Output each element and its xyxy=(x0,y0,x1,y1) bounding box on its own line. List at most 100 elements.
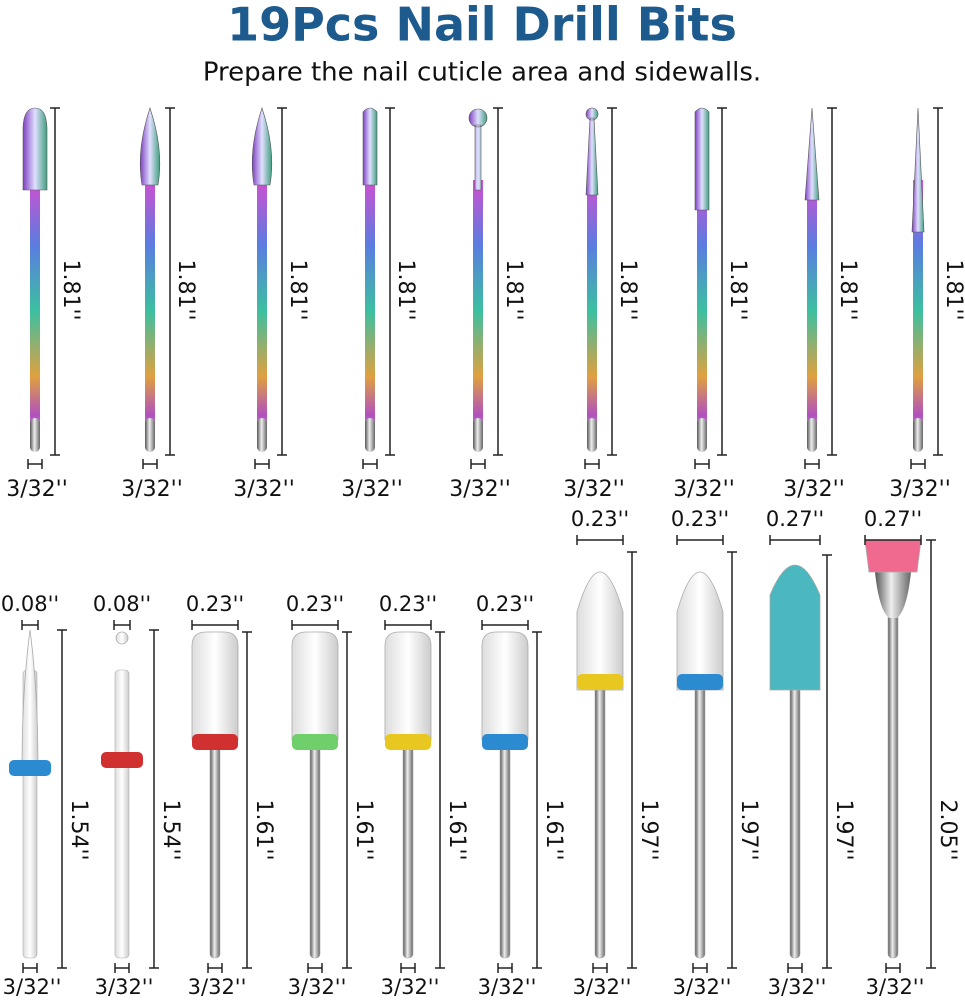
shank-label: 3/32'' xyxy=(381,975,440,999)
bit-head xyxy=(191,631,239,741)
shank-label: 3/32'' xyxy=(673,975,732,999)
bit-shank xyxy=(697,180,707,442)
length-label: 1.97'' xyxy=(636,799,661,860)
bit-head xyxy=(676,571,724,691)
bit-end xyxy=(587,418,597,452)
length-label: 1.81'' xyxy=(501,259,526,320)
bit-end xyxy=(257,418,267,452)
shank-label: 3/32'' xyxy=(188,975,247,999)
shank-label: 3/32'' xyxy=(121,477,183,502)
shank-label: 3/32'' xyxy=(3,975,62,999)
shank-label: 3/32'' xyxy=(341,477,403,502)
bit-shank xyxy=(473,180,483,442)
bit-shank xyxy=(887,579,899,959)
length-label: 1.97'' xyxy=(831,799,856,860)
bit-shank xyxy=(30,180,40,442)
color-ring xyxy=(192,734,238,750)
width-label: 0.23'' xyxy=(476,592,534,616)
width-label: 0.27'' xyxy=(766,507,824,531)
width-label: 0.27'' xyxy=(864,507,922,531)
length-label: 1.81'' xyxy=(58,259,83,320)
shank-label: 3/32'' xyxy=(288,975,347,999)
length-label: 1.81'' xyxy=(285,259,310,320)
bit-head xyxy=(769,564,821,691)
width-label: 0.08'' xyxy=(1,592,59,616)
bit-shank xyxy=(257,180,267,442)
title: 19Pcs Nail Drill Bits xyxy=(227,0,737,52)
length-label: 1.81'' xyxy=(173,259,198,320)
length-label: 1.81'' xyxy=(615,259,640,320)
length-label: 1.54'' xyxy=(158,799,183,860)
width-label: 0.23'' xyxy=(571,507,629,531)
length-label: 1.81'' xyxy=(941,259,965,320)
bit-head xyxy=(291,631,339,741)
shank-label: 3/32'' xyxy=(449,477,511,502)
color-ring xyxy=(101,752,143,768)
bit-head xyxy=(139,107,161,186)
bit-end xyxy=(807,418,817,452)
bit-end xyxy=(30,418,40,452)
bit-head xyxy=(115,631,129,645)
bit-head xyxy=(911,107,925,233)
shank-label: 3/32'' xyxy=(95,975,154,999)
length-label: 1.61'' xyxy=(444,799,469,860)
bit-head xyxy=(21,629,39,771)
bit-head xyxy=(468,108,488,191)
bit-head xyxy=(864,539,922,573)
bit-end xyxy=(697,418,707,452)
bit-head xyxy=(251,107,273,186)
bit-end xyxy=(473,418,483,452)
length-label: 2.05'' xyxy=(935,799,960,860)
color-ring xyxy=(385,734,431,750)
bit-head xyxy=(585,107,599,196)
shank-label: 3/32'' xyxy=(573,975,632,999)
bit-end xyxy=(145,418,155,452)
bit-shank xyxy=(587,180,597,442)
width-label: 0.23'' xyxy=(379,592,437,616)
length-label: 1.81'' xyxy=(393,259,418,320)
bit-head xyxy=(22,107,48,191)
shank-label: 3/32'' xyxy=(783,477,845,502)
bit-head xyxy=(804,107,820,201)
shank-label: 3/32'' xyxy=(673,477,735,502)
shank-label: 3/32'' xyxy=(563,477,625,502)
color-ring xyxy=(9,760,51,776)
color-ring xyxy=(482,734,528,750)
bit-head xyxy=(576,571,624,691)
bit-shank xyxy=(807,180,817,442)
brush-holder xyxy=(875,572,911,618)
bit-shank xyxy=(145,180,155,442)
width-label: 0.08'' xyxy=(93,592,151,616)
shank-label: 3/32'' xyxy=(889,477,951,502)
bit-head xyxy=(362,107,378,186)
color-ring xyxy=(677,674,723,690)
length-label: 1.97'' xyxy=(736,799,761,860)
length-label: 1.81'' xyxy=(835,259,860,320)
bit-shank xyxy=(365,180,375,442)
length-label: 1.81'' xyxy=(725,259,750,320)
shank-label: 3/32'' xyxy=(233,477,295,502)
bit-head xyxy=(384,631,432,741)
length-label: 1.61'' xyxy=(541,799,566,860)
length-label: 1.61'' xyxy=(351,799,376,860)
length-label: 1.54'' xyxy=(66,799,91,860)
width-label: 0.23'' xyxy=(671,507,729,531)
shank-label: 3/32'' xyxy=(768,975,827,999)
bit-end xyxy=(913,418,923,452)
shank-label: 3/32'' xyxy=(866,975,925,999)
width-label: 0.23'' xyxy=(186,592,244,616)
width-label: 0.23'' xyxy=(286,592,344,616)
color-ring xyxy=(292,734,338,750)
bit-head xyxy=(694,107,710,211)
shank-label: 3/32'' xyxy=(6,477,68,502)
shank-label: 3/32'' xyxy=(478,975,537,999)
bit-end xyxy=(365,418,375,452)
subtitle: Prepare the nail cuticle area and sidewa… xyxy=(203,58,761,88)
bit-shank xyxy=(913,180,923,442)
bit-shank xyxy=(114,669,130,959)
bit-head xyxy=(481,631,529,741)
color-ring xyxy=(577,674,623,690)
length-label: 1.61'' xyxy=(251,799,276,860)
